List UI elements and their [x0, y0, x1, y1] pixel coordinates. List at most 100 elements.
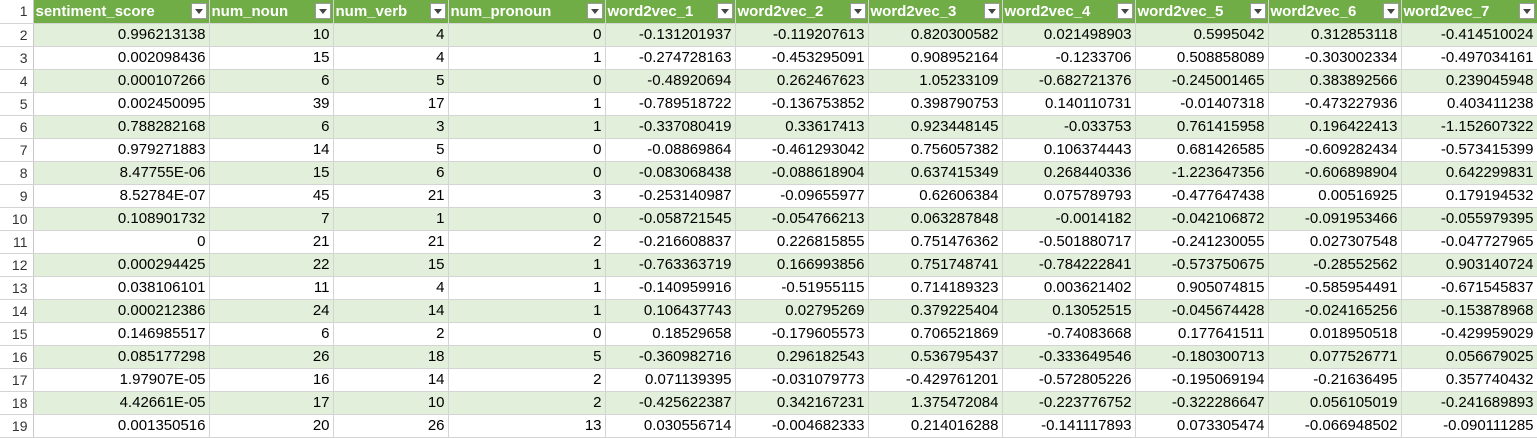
- table-cell[interactable]: -0.033753: [1002, 115, 1136, 139]
- table-cell[interactable]: -0.429959029: [1401, 322, 1537, 346]
- table-cell[interactable]: 14: [333, 368, 449, 392]
- table-cell[interactable]: -0.047727965: [1401, 230, 1537, 254]
- table-cell[interactable]: -0.477647438: [1135, 184, 1269, 208]
- table-cell[interactable]: 0.996213138: [33, 23, 210, 47]
- table-cell[interactable]: 39: [209, 92, 334, 116]
- row-number[interactable]: 8: [0, 161, 34, 185]
- table-cell[interactable]: 0.196422413: [1268, 115, 1402, 139]
- table-cell[interactable]: 0.106374443: [1002, 138, 1136, 162]
- table-cell[interactable]: 13: [448, 414, 606, 438]
- table-cell[interactable]: 0.357740432: [1401, 368, 1537, 392]
- filter-dropdown-icon[interactable]: [849, 3, 866, 19]
- table-cell[interactable]: -0.609282434: [1268, 138, 1402, 162]
- table-cell[interactable]: 0.146985517: [33, 322, 210, 346]
- table-cell[interactable]: -0.01407318: [1135, 92, 1269, 116]
- table-cell[interactable]: -0.497034161: [1401, 46, 1537, 70]
- table-cell[interactable]: 0.000212386: [33, 299, 210, 323]
- table-cell[interactable]: -1.152607322: [1401, 115, 1537, 139]
- table-cell[interactable]: -0.763363719: [605, 253, 736, 277]
- table-cell[interactable]: -0.28552562: [1268, 253, 1402, 277]
- table-cell[interactable]: 21: [333, 230, 449, 254]
- table-cell[interactable]: 0: [448, 138, 606, 162]
- table-cell[interactable]: 0.108901732: [33, 207, 210, 231]
- table-cell[interactable]: -0.042106872: [1135, 207, 1269, 231]
- table-cell[interactable]: 0.056105019: [1268, 391, 1402, 415]
- table-cell[interactable]: -0.453295091: [735, 46, 869, 70]
- table-cell[interactable]: 0.056679025: [1401, 345, 1537, 369]
- table-cell[interactable]: -0.140959916: [605, 276, 736, 300]
- column-header[interactable]: num_verb: [333, 0, 449, 24]
- filter-dropdown-icon[interactable]: [716, 3, 733, 19]
- table-cell[interactable]: -0.090111285: [1401, 414, 1537, 438]
- table-cell[interactable]: -0.245001465: [1135, 69, 1269, 93]
- column-header[interactable]: word2vec_5: [1135, 0, 1269, 24]
- table-cell[interactable]: 4: [333, 276, 449, 300]
- table-cell[interactable]: 0.903140724: [1401, 253, 1537, 277]
- table-cell[interactable]: 0.000294425: [33, 253, 210, 277]
- row-number[interactable]: 18: [0, 391, 34, 415]
- table-cell[interactable]: 11: [209, 276, 334, 300]
- table-cell[interactable]: 2: [448, 230, 606, 254]
- row-number[interactable]: 5: [0, 92, 34, 116]
- column-header[interactable]: word2vec_1: [605, 0, 736, 24]
- table-cell[interactable]: 0.18529658: [605, 322, 736, 346]
- table-cell[interactable]: -0.303002334: [1268, 46, 1402, 70]
- table-cell[interactable]: 0.268440336: [1002, 161, 1136, 185]
- table-cell[interactable]: 0.140110731: [1002, 92, 1136, 116]
- table-cell[interactable]: -0.337080419: [605, 115, 736, 139]
- row-number[interactable]: 17: [0, 368, 34, 392]
- table-cell[interactable]: 0.00516925: [1268, 184, 1402, 208]
- table-cell[interactable]: 0.312853118: [1268, 23, 1402, 47]
- table-cell[interactable]: -0.058721545: [605, 207, 736, 231]
- table-cell[interactable]: 0.706521869: [868, 322, 1003, 346]
- table-cell[interactable]: -0.606898904: [1268, 161, 1402, 185]
- table-cell[interactable]: 4.42661E-05: [33, 391, 210, 415]
- table-cell[interactable]: -0.789518722: [605, 92, 736, 116]
- row-number[interactable]: 9: [0, 184, 34, 208]
- table-cell[interactable]: 1.97907E-05: [33, 368, 210, 392]
- filter-dropdown-icon[interactable]: [586, 3, 603, 19]
- table-cell[interactable]: 0.179194532: [1401, 184, 1537, 208]
- table-cell[interactable]: 45: [209, 184, 334, 208]
- table-cell[interactable]: 0.403411238: [1401, 92, 1537, 116]
- table-cell[interactable]: 8.47755E-06: [33, 161, 210, 185]
- table-cell[interactable]: 14: [209, 138, 334, 162]
- table-cell[interactable]: 0.166993856: [735, 253, 869, 277]
- table-cell[interactable]: 3: [333, 115, 449, 139]
- table-cell[interactable]: -0.253140987: [605, 184, 736, 208]
- row-number[interactable]: 1: [0, 0, 34, 24]
- table-cell[interactable]: 0.239045948: [1401, 69, 1537, 93]
- table-cell[interactable]: 5: [333, 138, 449, 162]
- table-cell[interactable]: 0.177641511: [1135, 322, 1269, 346]
- table-cell[interactable]: 0.751476362: [868, 230, 1003, 254]
- table-cell[interactable]: 15: [333, 253, 449, 277]
- table-cell[interactable]: 0.398790753: [868, 92, 1003, 116]
- table-cell[interactable]: 0.761415958: [1135, 115, 1269, 139]
- table-cell[interactable]: -0.1233706: [1002, 46, 1136, 70]
- table-cell[interactable]: 24: [209, 299, 334, 323]
- table-cell[interactable]: 0.379225404: [868, 299, 1003, 323]
- table-cell[interactable]: 16: [209, 368, 334, 392]
- table-cell[interactable]: -0.429761201: [868, 368, 1003, 392]
- table-cell[interactable]: 0.788282168: [33, 115, 210, 139]
- table-cell[interactable]: 0.106437743: [605, 299, 736, 323]
- column-header[interactable]: num_noun: [209, 0, 334, 24]
- table-cell[interactable]: 0.751748741: [868, 253, 1003, 277]
- table-cell[interactable]: 0.383892566: [1268, 69, 1402, 93]
- filter-dropdown-icon[interactable]: [429, 3, 446, 19]
- table-cell[interactable]: 3: [448, 184, 606, 208]
- row-number[interactable]: 3: [0, 46, 34, 70]
- table-cell[interactable]: 0.642299831: [1401, 161, 1537, 185]
- table-cell[interactable]: -0.51955115: [735, 276, 869, 300]
- table-cell[interactable]: 2: [333, 322, 449, 346]
- filter-dropdown-icon[interactable]: [314, 3, 331, 19]
- column-header[interactable]: word2vec_7: [1401, 0, 1537, 24]
- table-cell[interactable]: 0.13052515: [1002, 299, 1136, 323]
- table-cell[interactable]: 0: [448, 23, 606, 47]
- table-cell[interactable]: 0.030556714: [605, 414, 736, 438]
- table-cell[interactable]: 0.038106101: [33, 276, 210, 300]
- row-number[interactable]: 19: [0, 414, 34, 438]
- table-cell[interactable]: 0.002098436: [33, 46, 210, 70]
- table-cell[interactable]: 4: [333, 23, 449, 47]
- table-cell[interactable]: 21: [333, 184, 449, 208]
